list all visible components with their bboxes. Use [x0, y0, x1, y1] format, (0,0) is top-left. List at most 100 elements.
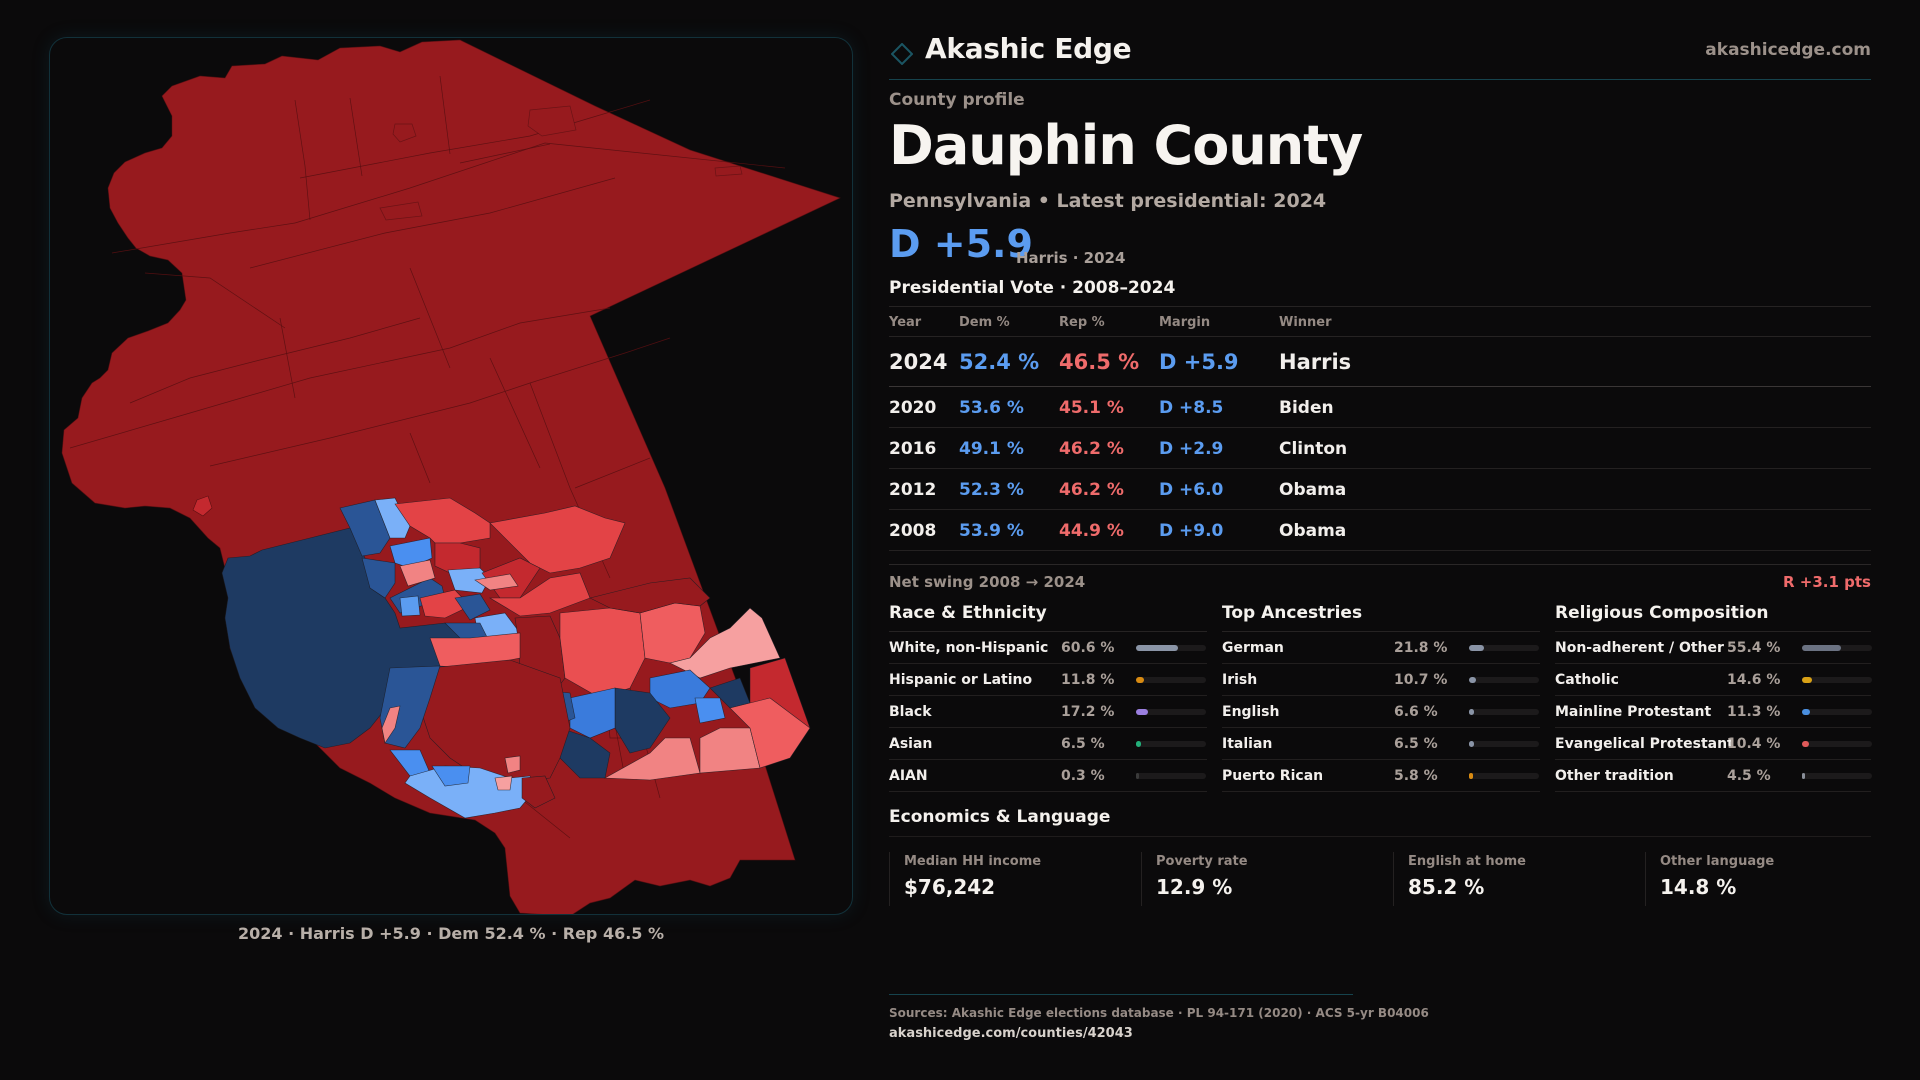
share-bar-fill — [1802, 645, 1841, 651]
demographic-row: Hispanic or Latino 11.8 % — [889, 664, 1207, 696]
county-map-panel[interactable] — [49, 37, 853, 915]
cell-margin: D +9.0 — [1159, 521, 1224, 541]
share-bar-fill — [1469, 677, 1477, 683]
brand-header: Akashic Edge akashicedge.com — [889, 30, 1871, 70]
brand-url-link[interactable]: akashicedge.com — [1705, 40, 1871, 60]
cell-rep: 45.1 % — [1059, 398, 1124, 418]
cell-winner: Obama — [1279, 521, 1347, 541]
table-row: 2016 49.1 % 46.2 % D +2.9 Clinton — [889, 428, 1871, 469]
demographic-row: Mainline Protestant 11.3 % — [1555, 696, 1872, 728]
stat-value: 14.8 % — [1660, 875, 1737, 899]
demographic-label: Mainline Protestant — [1555, 704, 1712, 720]
demographic-value: 10.7 % — [1394, 672, 1448, 688]
diamond-outline-icon — [891, 43, 913, 65]
divider — [889, 564, 1871, 565]
cell-rep: 44.9 % — [1059, 521, 1124, 541]
religion-section: Religious Composition Non-adherent / Oth… — [1555, 602, 1872, 792]
headline-margin: D +5.9 — [889, 222, 1033, 266]
demographic-value: 6.5 % — [1394, 736, 1438, 752]
footer-divider — [889, 994, 1353, 995]
header-divider — [889, 79, 1871, 80]
table-row: 2020 53.6 % 45.1 % D +8.5 Biden — [889, 387, 1871, 428]
economics-section-title: Economics & Language — [889, 807, 1111, 827]
map-caption: 2024 · Harris D +5.9 · Dem 52.4 % · Rep … — [237, 924, 665, 943]
cell-dem: 49.1 % — [959, 439, 1024, 459]
demographic-label: Puerto Rican — [1222, 768, 1324, 784]
demographic-label: English — [1222, 704, 1280, 720]
demographic-label: Catholic — [1555, 672, 1619, 688]
cell-winner: Harris — [1279, 350, 1352, 374]
share-bar-fill — [1469, 741, 1474, 747]
demographic-value: 55.4 % — [1727, 640, 1781, 656]
demographic-label: Italian — [1222, 736, 1273, 752]
stat-card-poverty-rate: Poverty rate 12.9 % — [1141, 852, 1391, 906]
share-bar-fill — [1802, 773, 1806, 779]
cell-rep: 46.2 % — [1059, 439, 1124, 459]
cell-dem: 52.4 % — [959, 350, 1040, 374]
section-title: Top Ancestries — [1222, 602, 1540, 632]
demographic-value: 14.6 % — [1727, 672, 1781, 688]
presidential-section-title: Presidential Vote · 2008–2024 — [889, 278, 1176, 298]
share-bar-fill — [1136, 773, 1139, 779]
demographic-value: 10.4 % — [1727, 736, 1781, 752]
share-bar-track — [1469, 677, 1539, 683]
demographic-value: 21.8 % — [1394, 640, 1448, 656]
share-bar-fill — [1469, 645, 1485, 651]
demographic-row: Puerto Rican 5.8 % — [1222, 760, 1540, 792]
stat-value: 12.9 % — [1156, 875, 1233, 899]
cell-winner: Obama — [1279, 480, 1347, 500]
presidential-table: Year Dem % Rep % Margin Winner 2024 52.4… — [889, 307, 1871, 551]
demographic-value: 17.2 % — [1061, 704, 1115, 720]
table-row: 2008 53.9 % 44.9 % D +9.0 Obama — [889, 510, 1871, 551]
demographic-label: Hispanic or Latino — [889, 672, 1033, 688]
demographic-value: 6.5 % — [1061, 736, 1105, 752]
section-title: Religious Composition — [1555, 602, 1871, 632]
demographic-row: Other tradition 4.5 % — [1555, 760, 1872, 792]
demographic-row: Catholic 14.6 % — [1555, 664, 1872, 696]
demographic-row: Black 17.2 % — [889, 696, 1207, 728]
demographic-row: Evangelical Protestant 10.4 % — [1555, 728, 1872, 760]
demographic-row: Asian 6.5 % — [889, 728, 1207, 760]
precinct-map[interactable] — [50, 38, 853, 915]
table-row: 2012 52.3 % 46.2 % D +6.0 Obama — [889, 469, 1871, 510]
county-url-link[interactable]: akashicedge.com/counties/42043 — [889, 1026, 1133, 1041]
share-bar-track — [1136, 645, 1206, 651]
share-bar-fill — [1136, 741, 1141, 747]
demographic-row: Non-adherent / Other 55.4 % — [1555, 632, 1872, 664]
share-bar-track — [1469, 645, 1539, 651]
share-bar-track — [1802, 645, 1872, 651]
cell-margin: D +6.0 — [1159, 480, 1224, 500]
share-bar-track — [1469, 741, 1539, 747]
demographic-label: AIAN — [889, 768, 928, 784]
demographic-value: 11.3 % — [1727, 704, 1781, 720]
demographic-value: 11.8 % — [1061, 672, 1115, 688]
share-bar-track — [1136, 773, 1206, 779]
share-bar-fill — [1802, 741, 1810, 747]
cell-rep: 46.2 % — [1059, 480, 1124, 500]
stat-label: English at home — [1408, 854, 1526, 869]
share-bar-fill — [1802, 677, 1813, 683]
share-bar-track — [1802, 677, 1872, 683]
cell-winner: Clinton — [1279, 439, 1348, 459]
cell-year: 2008 — [889, 521, 937, 541]
stat-card-english-at-home: English at home 85.2 % — [1393, 852, 1643, 906]
cell-year: 2020 — [889, 398, 937, 418]
demographic-label: Asian — [889, 736, 933, 752]
cell-dem: 53.6 % — [959, 398, 1024, 418]
demographic-label: White, non-Hispanic — [889, 640, 1049, 656]
cell-dem: 52.3 % — [959, 480, 1024, 500]
demographic-row: English 6.6 % — [1222, 696, 1540, 728]
divider — [889, 306, 1871, 307]
share-bar-track — [1469, 773, 1539, 779]
cell-margin: D +2.9 — [1159, 439, 1224, 459]
share-bar-track — [1136, 709, 1206, 715]
share-bar-track — [1136, 741, 1206, 747]
headline-margin-note: Harris · 2024 — [1016, 249, 1126, 267]
demographic-value: 5.8 % — [1394, 768, 1438, 784]
demographic-row: Italian 6.5 % — [1222, 728, 1540, 760]
brand-name[interactable]: Akashic Edge — [925, 32, 1132, 65]
column-header-dem: Dem % — [959, 315, 1010, 330]
stat-card-other-language: Other language 14.8 % — [1645, 852, 1895, 906]
share-bar-track — [1469, 709, 1539, 715]
cell-dem: 53.9 % — [959, 521, 1024, 541]
